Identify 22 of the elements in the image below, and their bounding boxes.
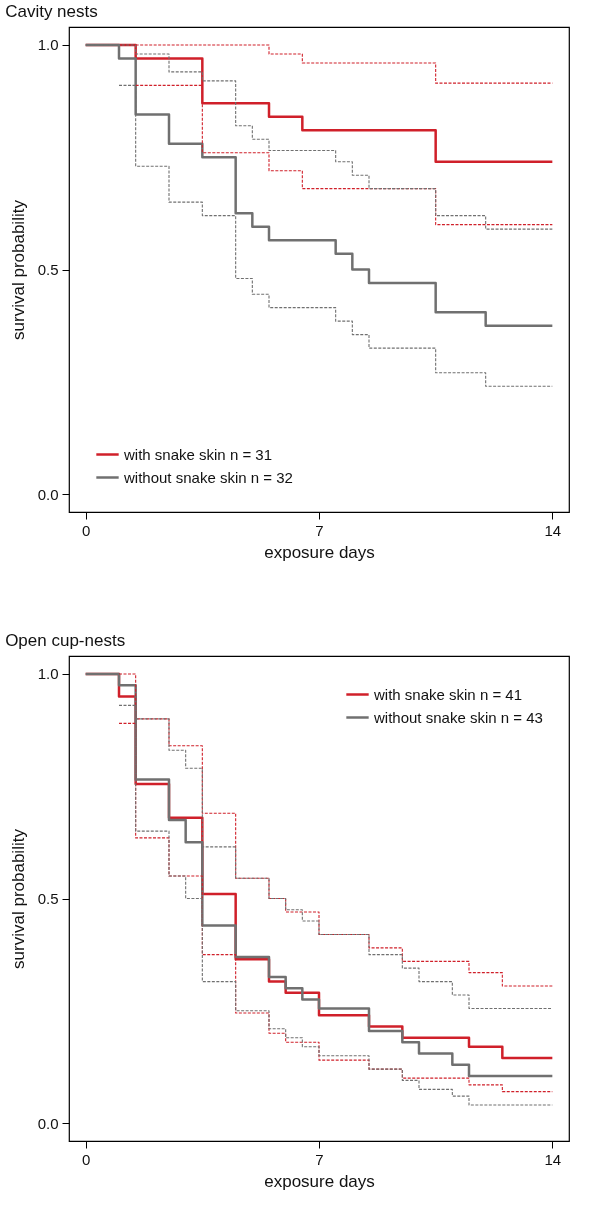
x-tick-label: 14 xyxy=(544,1150,562,1168)
y-tick-label: 0.5 xyxy=(37,890,59,907)
y-axis-title: survival probability xyxy=(8,199,28,340)
x-tick-label: 0 xyxy=(81,1150,91,1168)
y-tick-label: 0.0 xyxy=(37,1114,59,1132)
legend-label: without snake skin n = 32 xyxy=(123,468,293,486)
legend-label: without snake skin n = 43 xyxy=(373,708,543,726)
x-tick-label: 7 xyxy=(315,1150,324,1168)
chart-title: Cavity nests xyxy=(5,2,98,21)
x-tick-label: 7 xyxy=(315,521,324,539)
x-tick-label: 0 xyxy=(81,521,91,539)
y-axis-title: survival probability xyxy=(8,828,28,969)
x-tick-label: 14 xyxy=(544,521,562,539)
x-axis-title: exposure days xyxy=(264,1171,375,1191)
chart-title: Open cup-nests xyxy=(5,631,126,650)
legend-label: with snake skin n = 31 xyxy=(123,445,273,463)
x-axis-title: exposure days xyxy=(264,542,375,562)
y-tick-label: 0.0 xyxy=(37,485,59,503)
y-tick-label: 0.5 xyxy=(37,261,59,278)
y-tick-label: 1.0 xyxy=(37,665,59,683)
y-tick-label: 1.0 xyxy=(37,36,59,54)
legend-label: with snake skin n = 41 xyxy=(373,685,523,703)
